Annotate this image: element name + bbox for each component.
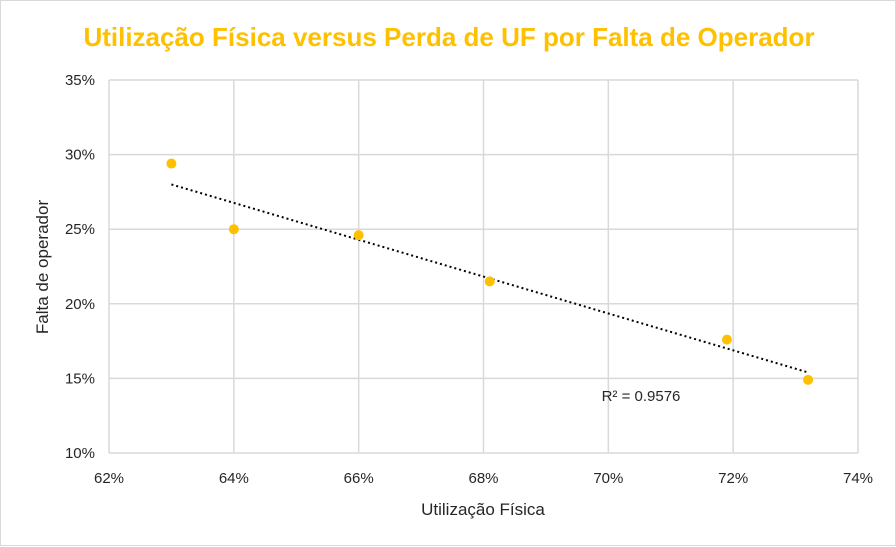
y-tick-label: 30% (65, 147, 95, 164)
x-tick-label: 74% (843, 470, 873, 487)
r-squared-annotation: R² = 0.9576 (602, 388, 681, 405)
y-tick-label: 25% (65, 221, 95, 238)
data-point (484, 276, 495, 287)
data-points (166, 158, 814, 385)
y-tick-label: 35% (65, 72, 95, 89)
x-tick-label: 70% (593, 470, 623, 487)
data-point (353, 230, 364, 241)
x-tick-labels: 62% 64% 66% 68% 70% 72% 74% (94, 470, 873, 487)
x-axis-label: Utilização Física (421, 500, 545, 519)
x-tick-label: 64% (219, 470, 249, 487)
x-tick-label: 72% (718, 470, 748, 487)
y-tick-label: 10% (65, 445, 95, 462)
x-tick-label: 68% (468, 470, 498, 487)
grid (108, 79, 859, 454)
data-point (228, 224, 239, 235)
data-point (803, 374, 814, 385)
y-tick-labels: 10% 15% 20% 25% 30% 35% (65, 72, 95, 462)
x-tick-label: 66% (344, 470, 374, 487)
chart-title: Utilização Física versus Perda de UF por… (83, 22, 814, 52)
y-axis-label: Falta de operador (33, 200, 52, 335)
y-tick-label: 15% (65, 370, 95, 387)
x-tick-label: 62% (94, 470, 124, 487)
y-tick-label: 20% (65, 296, 95, 313)
data-point (166, 158, 177, 169)
data-point (721, 334, 732, 345)
